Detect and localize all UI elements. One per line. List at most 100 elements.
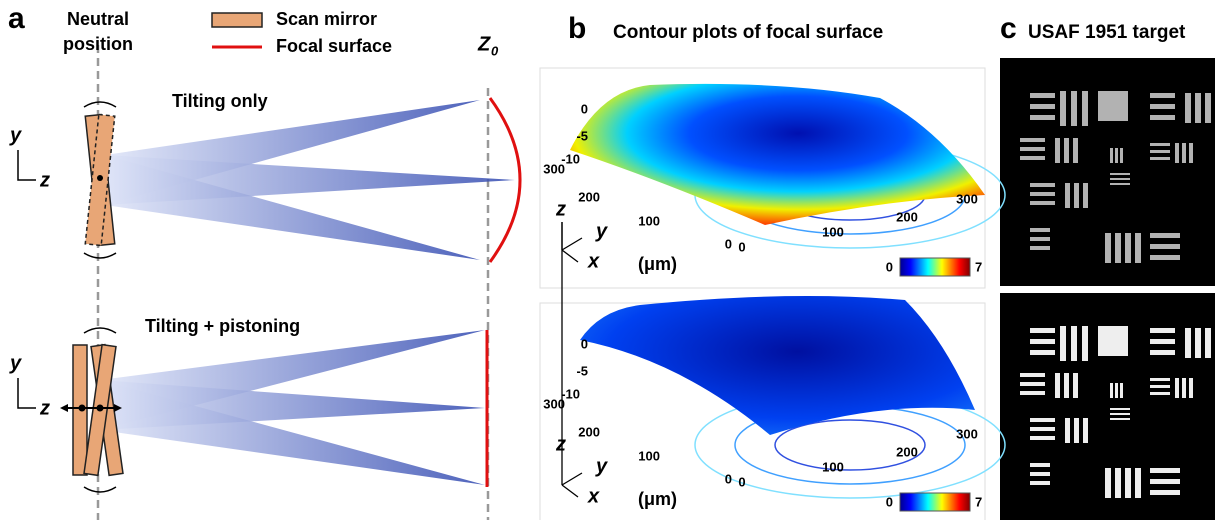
bar-pattern	[1150, 233, 1180, 238]
axis-label: z	[39, 397, 50, 419]
bar-pattern	[1030, 427, 1055, 431]
legend-entry: Focal surface	[276, 36, 392, 56]
axis-label: y	[595, 455, 608, 477]
usaf-pattern	[1020, 326, 1211, 498]
bar-pattern	[1030, 246, 1050, 250]
x-tick-label: 300	[956, 426, 978, 441]
bar-pattern	[1115, 383, 1118, 398]
contour	[774, 419, 926, 471]
square	[1098, 91, 1128, 121]
bar-pattern	[1135, 233, 1141, 263]
bar-pattern	[1030, 183, 1055, 187]
bar-pattern	[1110, 173, 1130, 175]
neutral-label: Neutral	[67, 9, 129, 29]
bar-pattern	[1185, 328, 1191, 358]
bar-pattern	[1120, 148, 1123, 163]
colorbar	[899, 257, 971, 277]
axis-label: y	[9, 124, 22, 146]
bar-pattern	[1115, 233, 1121, 263]
y-tick-label: 300	[543, 396, 565, 411]
bar-pattern	[1110, 178, 1130, 180]
panel-label: b	[568, 12, 586, 45]
y-tick-label: 300	[543, 161, 565, 176]
bar-pattern	[1150, 104, 1175, 109]
y-tick-label: 0	[725, 471, 732, 486]
bar-pattern	[1150, 339, 1175, 344]
bar-pattern	[1110, 383, 1113, 398]
x-tick-label: 200	[896, 444, 918, 459]
x-tick-label: 300	[956, 191, 978, 206]
bar-pattern	[1071, 91, 1077, 126]
bar-pattern	[1195, 93, 1201, 123]
colorbar-label: 0	[886, 259, 893, 274]
bar-pattern	[1030, 201, 1055, 205]
y-tick-label: 200	[578, 189, 600, 204]
x-tick-label: 200	[896, 209, 918, 224]
bar-pattern	[1185, 93, 1191, 123]
colorbar-label: 7	[975, 259, 982, 274]
bar-pattern	[1175, 143, 1179, 163]
bar-pattern	[1110, 148, 1113, 163]
colorbar-label: 0	[886, 494, 893, 509]
legend-entry: Scan mirror	[276, 9, 377, 29]
bar-pattern	[1020, 147, 1045, 151]
neutral-label: position	[63, 34, 133, 54]
z0-label: Z	[477, 33, 491, 55]
unit-label: (μm)	[638, 489, 677, 509]
case-title: Tilting only	[172, 91, 268, 111]
bar-pattern	[1030, 104, 1055, 109]
square	[1098, 326, 1128, 356]
bar-pattern	[1030, 228, 1050, 232]
bar-pattern	[1150, 392, 1170, 395]
panel-title: USAF 1951 target	[1028, 22, 1186, 43]
z-tick-label: -10	[561, 386, 580, 401]
bar-pattern	[1055, 373, 1060, 398]
axis-label: z	[39, 169, 50, 191]
x-tick-label: 100	[822, 459, 844, 474]
bar-pattern	[1030, 463, 1050, 467]
bar-pattern	[1150, 115, 1175, 120]
focal-surface	[570, 83, 985, 225]
bar-pattern	[1082, 326, 1088, 361]
bar-pattern	[1110, 418, 1130, 420]
bar-pattern	[1110, 408, 1130, 410]
bar-pattern	[1205, 93, 1211, 123]
bar-pattern	[1074, 418, 1079, 443]
z-tick-label: -5	[576, 363, 588, 378]
bar-pattern	[1064, 373, 1069, 398]
bar-pattern	[1150, 468, 1180, 473]
y-tick-label: 0	[725, 236, 732, 251]
bar-pattern	[1125, 233, 1131, 263]
bar-pattern	[1150, 385, 1170, 388]
axis-label: x	[587, 485, 600, 507]
bar-pattern	[1110, 413, 1130, 415]
y-tick-label: 100	[638, 448, 660, 463]
bar-pattern	[1189, 143, 1193, 163]
bar-pattern	[1150, 350, 1175, 355]
bar-pattern	[1105, 468, 1111, 498]
focal-surface	[580, 296, 975, 435]
bar-pattern	[1110, 183, 1130, 185]
bar-pattern	[1060, 326, 1066, 361]
bar-pattern	[1030, 93, 1055, 98]
panel-title: Contour plots of focal surface	[613, 22, 883, 43]
axis-label: y	[9, 352, 22, 374]
axis-triad	[561, 222, 583, 498]
bar-pattern	[1150, 255, 1180, 260]
bar-pattern	[1083, 418, 1088, 443]
bar-pattern	[1064, 138, 1069, 163]
bar-pattern	[1150, 143, 1170, 146]
bar-pattern	[1083, 183, 1088, 208]
bar-pattern	[1150, 244, 1180, 249]
unit-label: (μm)	[638, 254, 677, 274]
axis-label: x	[587, 250, 600, 272]
axis-label: y	[595, 220, 608, 242]
bar-pattern	[1135, 468, 1141, 498]
bar-pattern	[1150, 490, 1180, 495]
colorbar	[899, 492, 971, 512]
bar-pattern	[1082, 91, 1088, 126]
panel-label: c	[1000, 12, 1017, 45]
plot-frame	[539, 67, 986, 289]
bar-pattern	[1150, 150, 1170, 153]
bar-pattern	[1195, 328, 1201, 358]
